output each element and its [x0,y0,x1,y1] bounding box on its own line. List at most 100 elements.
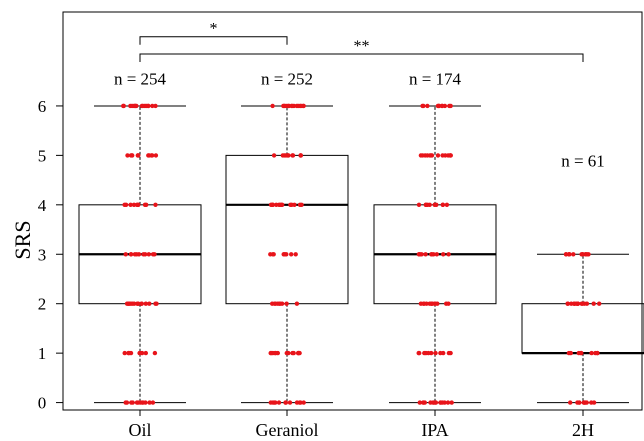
data-point [136,301,141,306]
n-label: n = 252 [261,70,313,89]
box-iqr [521,303,644,354]
data-point [290,350,295,356]
x-tick-label: 2H [572,420,594,440]
data-point [273,400,278,405]
data-point [268,202,274,207]
data-point [274,202,279,207]
data-point [294,301,300,306]
data-point [145,103,151,109]
data-point [424,301,429,306]
data-point [130,400,135,405]
significance-label: ** [354,38,370,55]
significance-bracket [139,53,584,63]
data-point [143,301,148,306]
data-point [584,400,589,405]
data-point [273,301,278,306]
data-point [416,202,422,207]
data-point [132,301,137,306]
data-point [272,350,278,356]
data-point [435,153,441,158]
data-point [416,252,422,257]
data-point [147,301,152,306]
data-point [571,252,576,257]
data-point [591,301,596,306]
data-point [438,400,444,405]
y-axis: 0 1 2 3 4 5 6 [38,97,64,413]
data-point [290,153,296,158]
data-point [122,350,127,356]
data-point [137,350,142,356]
y-tick-label: 2 [38,295,47,314]
data-point [153,202,158,207]
data-point [440,153,445,158]
data-point [152,350,158,356]
data-point [579,252,584,257]
data-point [150,153,155,158]
data-point [122,202,127,207]
data-point [125,153,130,158]
data-point [449,400,454,405]
data-point [417,400,422,405]
data-point [128,202,133,207]
y-tick-label: 5 [38,146,47,165]
data-point [436,103,441,109]
data-point [440,202,446,207]
data-point [417,350,422,356]
data-point [142,202,148,207]
data-point [126,350,132,356]
data-point [134,400,140,405]
data-points [121,103,602,405]
data-point [446,301,451,306]
data-point [140,103,146,109]
y-tick-label: 3 [38,245,47,264]
data-point [423,252,428,257]
x-axis: Oil Geraniol IPA 2H [128,410,594,440]
data-point [135,153,141,158]
data-point [268,400,273,405]
data-point [268,350,273,356]
data-point [429,252,434,257]
data-point [268,252,273,257]
data-point [288,202,293,207]
data-point [150,103,155,109]
data-point [439,103,445,109]
data-point [298,400,303,405]
data-point [576,400,582,405]
data-point [290,103,295,109]
data-point [143,252,148,257]
data-point [565,301,570,306]
data-point [153,153,159,158]
data-point [278,202,283,207]
data-point [129,103,135,109]
data-point [433,400,439,405]
data-point [146,153,152,158]
data-point [420,103,425,109]
data-point [283,400,289,405]
data-point [301,400,306,405]
data-point [578,350,584,356]
data-point [284,350,289,356]
data-point [426,350,431,356]
data-point [135,202,141,207]
data-point [593,350,598,356]
y-axis-title: SRS [10,220,35,259]
data-point [566,252,572,257]
data-point [143,350,148,356]
data-point [427,153,433,158]
significance-brackets: *** [139,21,584,63]
data-point [448,103,453,109]
data-point [297,202,303,207]
data-point [284,301,289,306]
data-point [150,400,156,405]
data-point [270,103,275,109]
data-point [580,301,585,306]
data-point [289,252,294,257]
data-point [425,103,430,109]
data-point [271,252,276,257]
data-point [589,400,594,405]
n-labels: n = 254 n = 252 n = 174 n = 61 [114,70,605,171]
data-point [154,301,159,306]
significance-label: * [210,21,218,38]
data-point [446,252,451,257]
data-point [153,103,158,109]
